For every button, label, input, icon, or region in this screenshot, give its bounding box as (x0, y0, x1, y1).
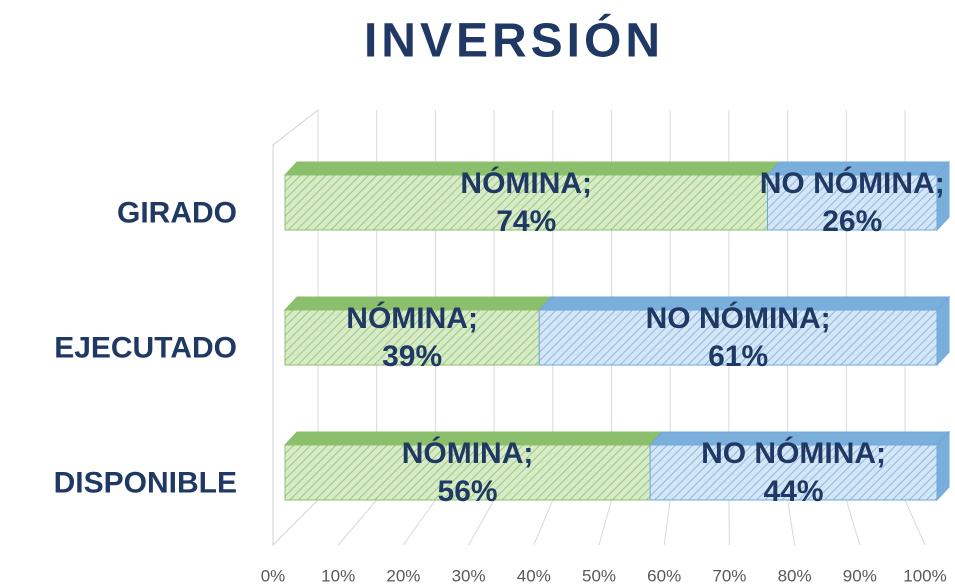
x-tick-label: 90% (843, 566, 877, 584)
bar (284, 174, 768, 231)
data-label-name: NÓMINA; (460, 166, 592, 200)
bar-side (936, 295, 950, 367)
x-tick-label: 80% (778, 566, 812, 584)
x-tick-label: 40% (517, 566, 551, 584)
x-tick-label: 60% (647, 566, 681, 584)
data-label-name: NO NÓMINA; (646, 301, 831, 335)
data-label: 26% (822, 205, 882, 238)
bar-side (936, 160, 950, 232)
data-label: 61% (708, 340, 768, 373)
x-tick-label: 0% (261, 566, 286, 584)
category-label: EJECUTADO (54, 331, 237, 364)
data-label-name: NO NÓMINA; (701, 436, 886, 470)
bar (649, 444, 938, 501)
category-label: DISPONIBLE (54, 466, 237, 499)
x-tick-label: 30% (452, 566, 486, 584)
x-tick-label: 10% (321, 566, 355, 584)
data-label-name: NÓMINA; (346, 301, 478, 335)
category-label: GIRADO (117, 196, 237, 229)
x-tick-label: 70% (712, 566, 746, 584)
data-label: 39% (382, 340, 442, 373)
chart-title: INVERSIÓN (364, 13, 664, 68)
bar (766, 174, 938, 231)
bar (538, 309, 938, 366)
data-label-name: NÓMINA; (402, 436, 534, 470)
x-tick-label: 20% (386, 566, 420, 584)
data-label-name: NO NÓMINA; (760, 166, 945, 200)
bar (284, 444, 651, 501)
bar (284, 309, 540, 366)
x-tick-label: 100% (903, 566, 946, 584)
data-label: 74% (496, 205, 556, 238)
x-tick-label: 50% (582, 566, 616, 584)
data-label: 44% (764, 475, 824, 508)
data-label: 56% (438, 475, 498, 508)
bar-side (936, 430, 950, 502)
